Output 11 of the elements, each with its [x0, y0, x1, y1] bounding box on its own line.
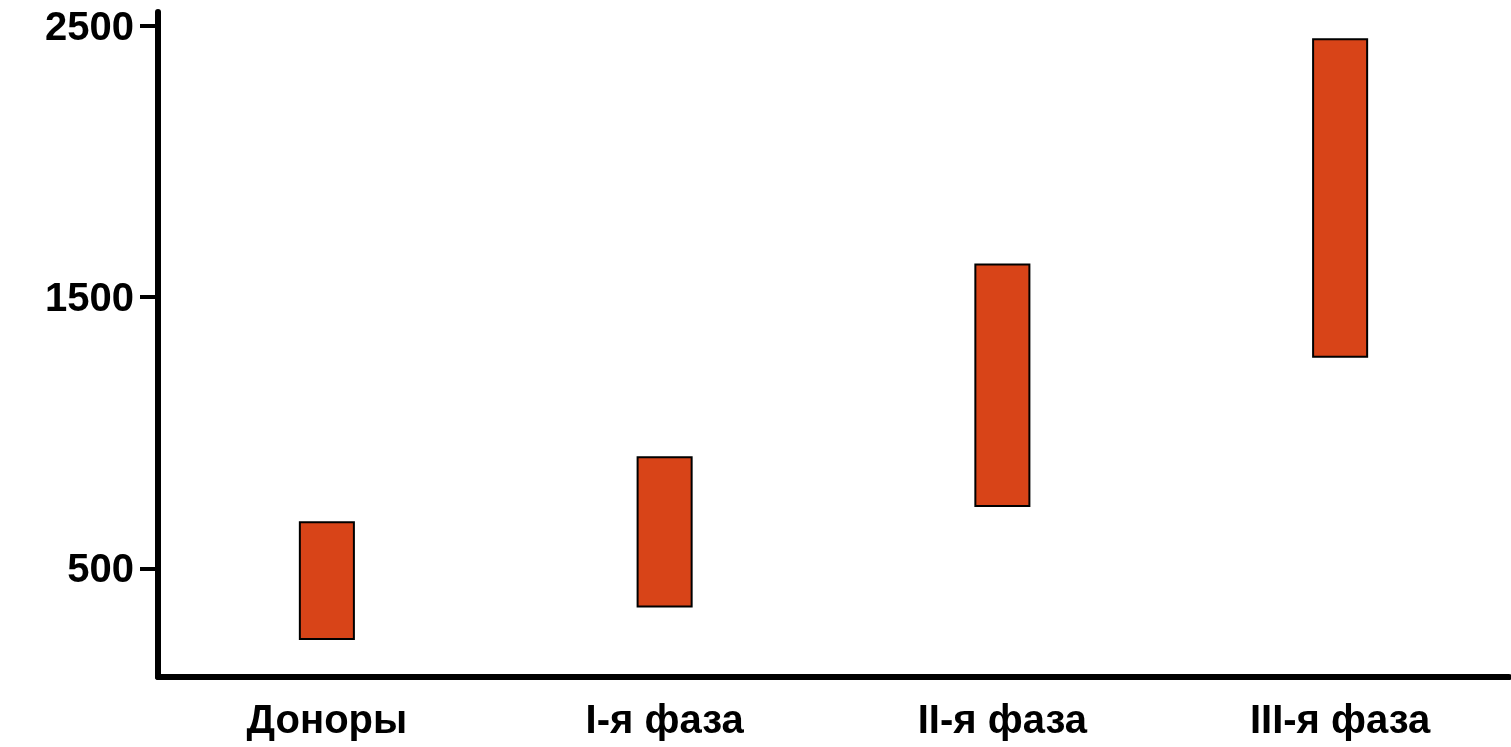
bar	[1312, 38, 1369, 358]
bar	[974, 263, 1031, 507]
y-tick-label: 500	[67, 546, 134, 591]
x-tick-label: III-я фаза	[1249, 697, 1432, 741]
bar	[636, 456, 693, 608]
x-tick-label: Доноры	[246, 697, 408, 741]
x-tick-label: I-я фаза	[585, 697, 745, 741]
bar	[298, 521, 355, 640]
y-tick-label: 1500	[45, 275, 134, 319]
y-tick-label: 2500	[45, 3, 134, 48]
x-tick-label: II-я фаза	[917, 697, 1088, 741]
